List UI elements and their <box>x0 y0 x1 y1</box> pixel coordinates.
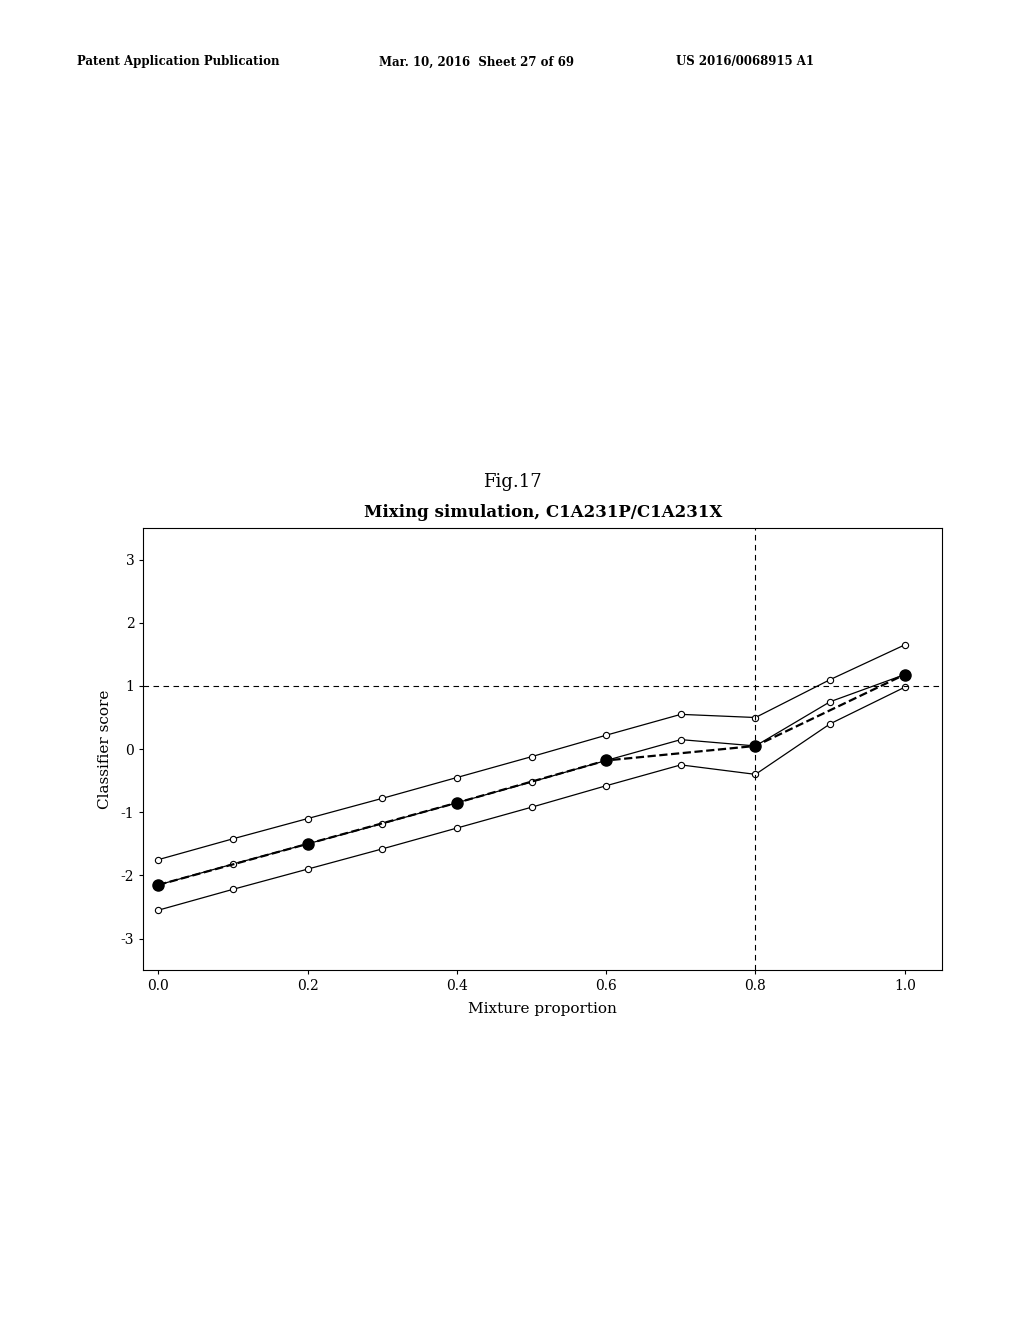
Text: US 2016/0068915 A1: US 2016/0068915 A1 <box>676 55 814 69</box>
Title: Mixing simulation, C1A231P/C1A231X: Mixing simulation, C1A231P/C1A231X <box>364 504 722 521</box>
Y-axis label: Classifier score: Classifier score <box>98 689 113 809</box>
Text: Fig.17: Fig.17 <box>482 473 542 491</box>
Text: Patent Application Publication: Patent Application Publication <box>77 55 280 69</box>
X-axis label: Mixture proportion: Mixture proportion <box>468 1002 617 1015</box>
Text: Mar. 10, 2016  Sheet 27 of 69: Mar. 10, 2016 Sheet 27 of 69 <box>379 55 573 69</box>
